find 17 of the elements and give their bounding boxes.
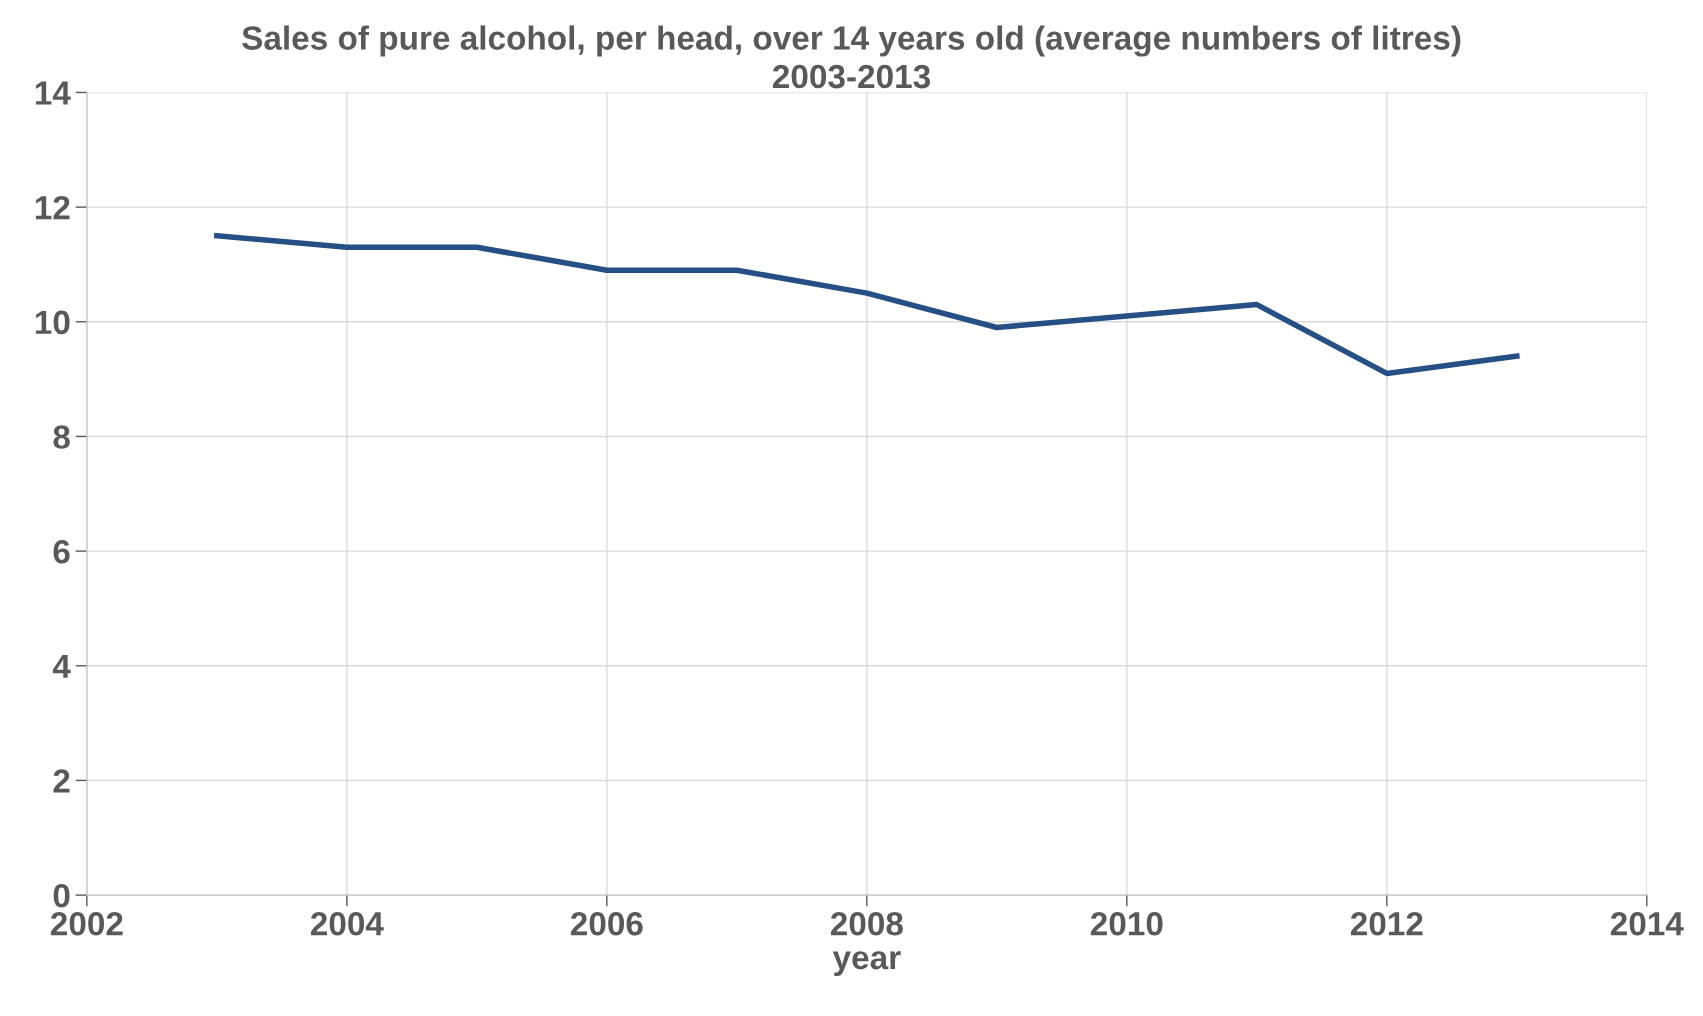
x-tick-label: 2014 [1610, 911, 1684, 936]
x-tick-label: 2004 [310, 911, 384, 936]
y-tick-label: 14 [35, 81, 71, 105]
y-tick-label: 6 [53, 539, 70, 564]
y-tick-label: 0 [53, 883, 70, 908]
x-axis-title: year [832, 951, 901, 976]
y-tick-label: 8 [53, 425, 70, 449]
chart-title: Sales of pure alcohol, per head, over 14 years old (average numbers of litres) 2003-2013 [242, 25, 1461, 89]
x-tick-label: 2006 [570, 911, 643, 936]
y-tick-label: 10 [35, 310, 70, 335]
x-tick-label: 2002 [50, 911, 123, 936]
y-tick-label: 2 [53, 769, 70, 793]
y-tick-label: 12 [35, 195, 70, 220]
x-tick-label: 2008 [830, 911, 903, 936]
x-tick-label: 2010 [1090, 911, 1163, 936]
x-tick-label: 2012 [1350, 911, 1423, 936]
y-tick-label: 4 [52, 654, 71, 678]
